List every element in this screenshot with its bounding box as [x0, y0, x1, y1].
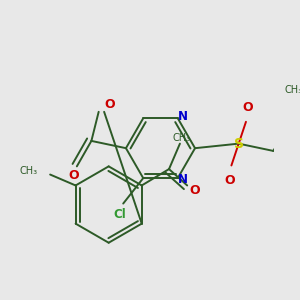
Text: CH₃: CH₃ — [284, 85, 300, 94]
Text: O: O — [68, 169, 79, 182]
Text: N: N — [178, 110, 188, 123]
Text: O: O — [104, 98, 115, 111]
Text: N: N — [178, 173, 188, 186]
Text: CH₃: CH₃ — [173, 133, 191, 143]
Text: O: O — [189, 184, 200, 196]
Text: O: O — [224, 173, 235, 187]
Text: S: S — [234, 136, 244, 151]
Text: CH₃: CH₃ — [19, 166, 38, 176]
Text: O: O — [242, 101, 253, 114]
Text: Cl: Cl — [113, 208, 126, 221]
